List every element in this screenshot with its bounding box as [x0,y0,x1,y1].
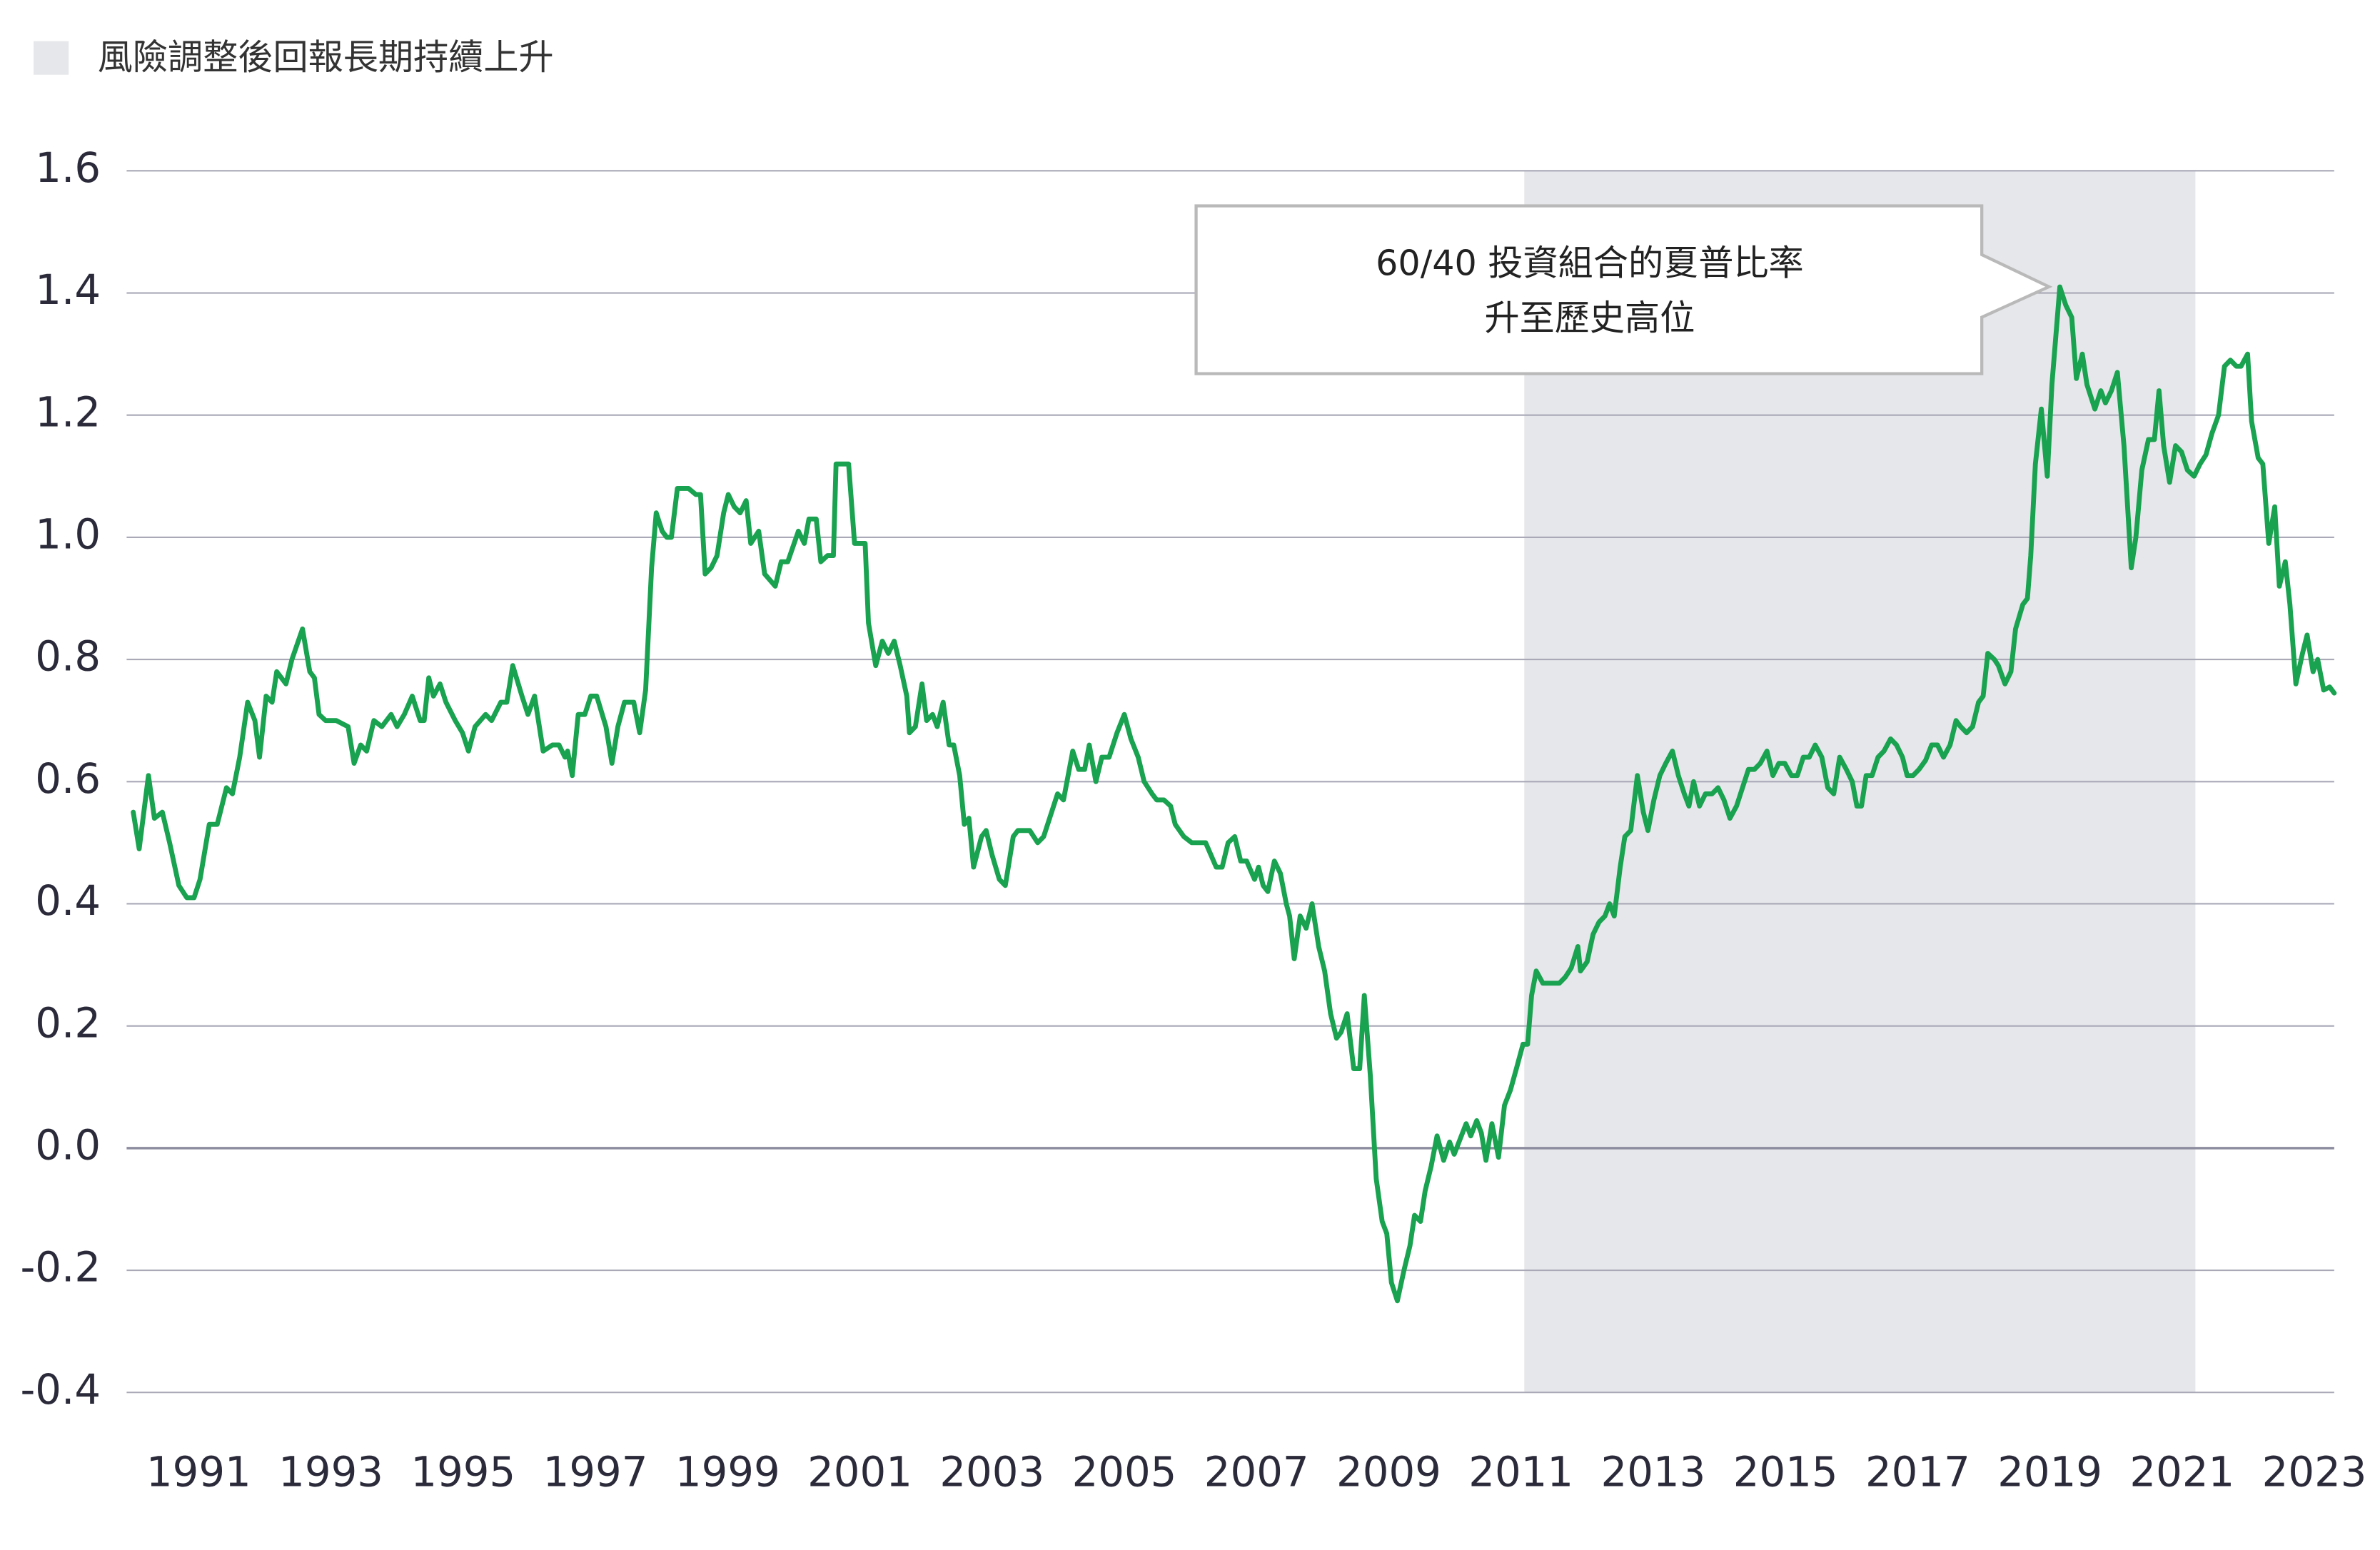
x-tick-label: 2001 [807,1447,912,1496]
x-tick-label: 2019 [1997,1447,2102,1496]
y-tick-label: 0.6 [35,754,101,803]
y-tick-label: 0.0 [35,1120,101,1169]
legend-label: 風險調整後回報長期持續上升 [98,36,554,78]
x-tick-label: 1997 [543,1447,648,1496]
y-tick-label: -0.4 [21,1365,101,1414]
annotation-box [1194,204,2053,375]
x-tick-label: 2013 [1601,1447,1706,1496]
y-tick-label: 0.2 [35,998,101,1047]
x-tick-label: 2015 [1733,1447,1838,1496]
x-tick-label: 1995 [410,1447,515,1496]
x-tick-label: 2009 [1336,1447,1441,1496]
y-tick-label: 1.6 [35,143,101,192]
line-layer [131,284,2337,1304]
x-tick-label: 2007 [1204,1447,1309,1496]
annotation-text: 升至歷史高位 [1485,297,1695,338]
y-tick-label: 1.2 [35,388,101,436]
data-line [131,284,2337,1304]
annotation-text: 60/40 投資組合的夏普比率 [1376,242,1804,283]
y-tick-label: 0.8 [35,632,101,681]
y-tick-label: -0.2 [21,1243,101,1292]
y-tick-label: 1.0 [35,510,101,559]
y-tick-label: 1.4 [35,265,101,314]
x-tick-label: 1993 [278,1447,383,1496]
x-tick-label: 2021 [2129,1447,2234,1496]
x-tick-label: 2005 [1072,1447,1177,1496]
x-tick-label: 2017 [1865,1447,1970,1496]
x-tick-label: 2003 [939,1447,1044,1496]
x-tick-label: 1999 [675,1447,780,1496]
y-tick-label: 0.4 [35,876,101,925]
x-tick-label: 2011 [1468,1447,1573,1496]
x-tick-label: 1991 [146,1447,251,1496]
legend-swatch [34,41,69,75]
x-tick-label: 2023 [2262,1447,2367,1496]
